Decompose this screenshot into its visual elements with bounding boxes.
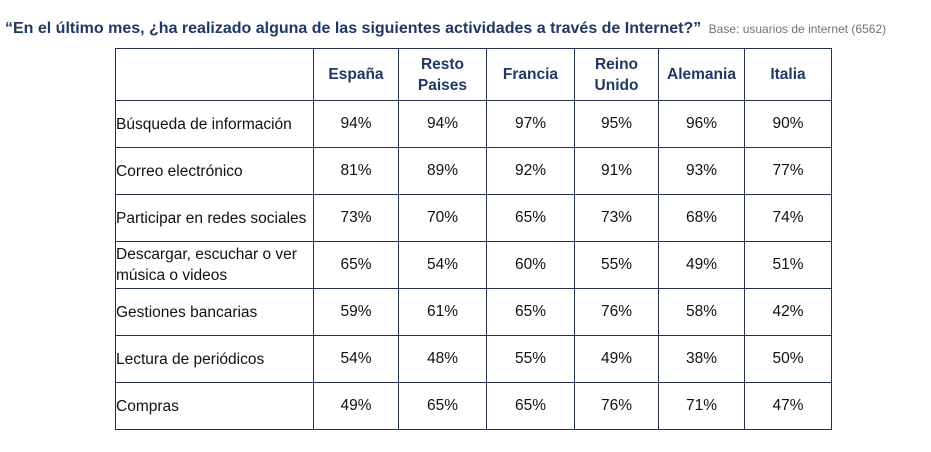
sample-base: Base: usuarios de internet (6562) bbox=[708, 22, 887, 36]
table-row: Gestiones bancarias 59% 61% 65% 76% 58% … bbox=[115, 288, 832, 336]
data-cell: 93% bbox=[658, 147, 745, 195]
data-cell: 65% bbox=[486, 382, 575, 430]
data-cell: 55% bbox=[574, 241, 659, 289]
data-cell: 92% bbox=[486, 147, 575, 195]
data-cell: 96% bbox=[658, 100, 745, 148]
table-row: Participar en redes sociales 73% 70% 65%… bbox=[115, 194, 832, 242]
data-cell: 89% bbox=[398, 147, 487, 195]
data-cell: 65% bbox=[486, 288, 575, 336]
column-header-resto-paises-text: Resto Paises bbox=[417, 55, 468, 94]
data-cell: 49% bbox=[574, 335, 659, 383]
data-cell: 54% bbox=[398, 241, 487, 289]
data-cell: 70% bbox=[398, 194, 487, 242]
header-row: España Resto Paises Francia Reino Unido … bbox=[115, 48, 832, 101]
table-row: Búsqueda de información 94% 94% 97% 95% … bbox=[115, 100, 832, 148]
table-row: Lectura de periódicos 54% 48% 55% 49% 38… bbox=[115, 335, 832, 383]
data-cell: 81% bbox=[313, 147, 399, 195]
row-label: Búsqueda de información bbox=[115, 100, 314, 148]
row-label: Compras bbox=[115, 382, 314, 430]
data-cell: 50% bbox=[744, 335, 832, 383]
column-header-resto-paises: Resto Paises bbox=[398, 48, 487, 101]
data-cell: 95% bbox=[574, 100, 659, 148]
row-label: Descargar, escuchar o ver música o video… bbox=[115, 241, 314, 289]
data-cell: 94% bbox=[398, 100, 487, 148]
column-header-espana: España bbox=[313, 48, 399, 101]
data-cell: 49% bbox=[658, 241, 745, 289]
survey-question: “En el último mes, ¿ha realizado alguna … bbox=[5, 20, 702, 37]
data-cell: 91% bbox=[574, 147, 659, 195]
data-cell: 97% bbox=[486, 100, 575, 148]
row-label: Correo electrónico bbox=[115, 147, 314, 195]
data-cell: 42% bbox=[744, 288, 832, 336]
results-table: España Resto Paises Francia Reino Unido … bbox=[115, 48, 832, 430]
corner-cell bbox=[115, 48, 314, 101]
table-row: Compras 49% 65% 65% 76% 71% 47% bbox=[115, 382, 832, 430]
row-label: Lectura de periódicos bbox=[115, 335, 314, 383]
data-cell: 68% bbox=[658, 194, 745, 242]
data-cell: 65% bbox=[486, 194, 575, 242]
column-header-francia: Francia bbox=[486, 48, 575, 101]
data-cell: 60% bbox=[486, 241, 575, 289]
column-header-reino-unido: Reino Unido bbox=[574, 48, 659, 101]
row-label: Gestiones bancarias bbox=[115, 288, 314, 336]
data-cell: 76% bbox=[574, 382, 659, 430]
data-cell: 51% bbox=[744, 241, 832, 289]
data-cell: 76% bbox=[574, 288, 659, 336]
data-cell: 54% bbox=[313, 335, 399, 383]
data-cell: 73% bbox=[574, 194, 659, 242]
column-header-italia: Italia bbox=[744, 48, 832, 101]
chart-header: “En el último mes, ¿ha realizado alguna … bbox=[5, 20, 886, 38]
data-cell: 55% bbox=[486, 335, 575, 383]
data-cell: 58% bbox=[658, 288, 745, 336]
data-cell: 77% bbox=[744, 147, 832, 195]
data-cell: 61% bbox=[398, 288, 487, 336]
data-cell: 65% bbox=[313, 241, 399, 289]
data-cell: 65% bbox=[398, 382, 487, 430]
data-cell: 71% bbox=[658, 382, 745, 430]
data-cell: 59% bbox=[313, 288, 399, 336]
table-row: Correo electrónico 81% 89% 92% 91% 93% 7… bbox=[115, 147, 832, 195]
data-cell: 47% bbox=[744, 382, 832, 430]
data-cell: 94% bbox=[313, 100, 399, 148]
data-cell: 38% bbox=[658, 335, 745, 383]
table-row: Descargar, escuchar o ver música o video… bbox=[115, 241, 832, 289]
row-label: Participar en redes sociales bbox=[115, 194, 314, 242]
data-cell: 74% bbox=[744, 194, 832, 242]
data-cell: 48% bbox=[398, 335, 487, 383]
data-cell: 49% bbox=[313, 382, 399, 430]
column-header-reino-unido-text: Reino Unido bbox=[594, 55, 639, 94]
data-cell: 73% bbox=[313, 194, 399, 242]
data-cell: 90% bbox=[744, 100, 832, 148]
column-header-alemania: Alemania bbox=[658, 48, 745, 101]
